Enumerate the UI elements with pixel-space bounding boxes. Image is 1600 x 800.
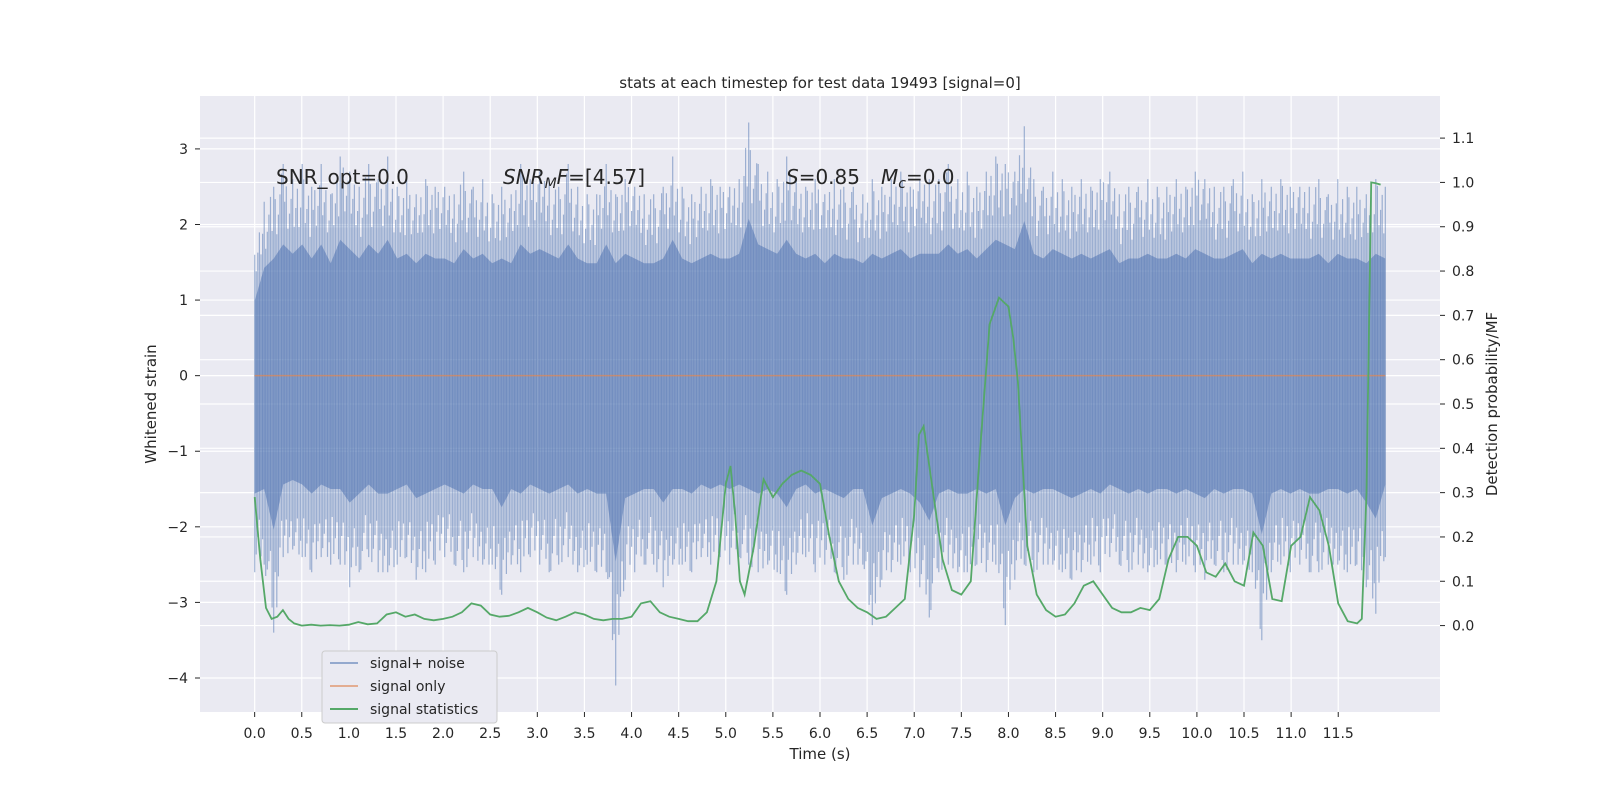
x-tick-label: 1.0 <box>338 726 360 742</box>
x-tick-label: 2.5 <box>479 726 501 742</box>
legend: signal+ noise signal only signal statist… <box>321 650 498 724</box>
x-tick-label: 7.5 <box>950 726 972 742</box>
legend-label-stats: signal statistics <box>370 702 478 718</box>
y-right-tick-label: 0.4 <box>1452 441 1474 457</box>
y-right-tick-label: 0.2 <box>1452 530 1474 546</box>
legend-label-signal: signal only <box>370 679 445 695</box>
y-right-tick-label: 0.6 <box>1452 353 1474 369</box>
x-tick-label: 3.5 <box>573 726 595 742</box>
x-tick-label: 10.0 <box>1181 726 1212 742</box>
x-tick-label: 9.5 <box>1139 726 1161 742</box>
y-right-tick-label: 0.0 <box>1452 619 1474 635</box>
y-tick-label: −2 <box>167 520 188 536</box>
y-tick-label: 1 <box>179 293 188 309</box>
x-tick-label: 0.5 <box>291 726 313 742</box>
x-tick-label: 2.0 <box>432 726 454 742</box>
y-tick-label: 0 <box>179 369 188 385</box>
annotation-snr-mf: SNRMF=[4.57] <box>503 165 645 192</box>
y-right-tick-label: 0.3 <box>1452 486 1474 502</box>
legend-label-noise: signal+ noise <box>370 656 465 672</box>
signal-statistics-line <box>253 181 1381 627</box>
annotation-snr-opt: SNR_opt=0.0 <box>276 165 409 189</box>
x-tick-label: 4.5 <box>668 726 690 742</box>
y-axis-ticks: −4 −3 −2 −1 0 1 2 3 <box>167 142 200 687</box>
y-right-axis-label: Detection probability/MF <box>1483 312 1501 496</box>
y-tick-label: −3 <box>167 595 188 611</box>
x-tick-label: 5.0 <box>715 726 737 742</box>
x-axis-label: Time (s) <box>789 745 851 763</box>
y-right-tick-label: 0.7 <box>1452 308 1474 324</box>
y-right-tick-label: 0.5 <box>1452 397 1474 413</box>
x-tick-label: 9.0 <box>1092 726 1114 742</box>
y-right-tick-label: 1.1 <box>1452 131 1474 147</box>
y-right-tick-label: 1.0 <box>1452 175 1474 191</box>
x-axis-ticks: 0.0 0.5 1.0 1.5 2.0 2.5 3.0 3.5 4.0 4.5 5.0 5.5 6.0 6… <box>244 712 1354 742</box>
y-right-tick-label: 0.1 <box>1452 574 1474 590</box>
y-right-tick-label: 0.9 <box>1452 220 1474 236</box>
y-tick-label: 2 <box>179 217 188 233</box>
plot-content <box>253 122 1386 686</box>
y-axis-label: Whitened strain <box>142 344 160 463</box>
x-tick-label: 11.0 <box>1276 726 1307 742</box>
legend-box <box>321 650 498 724</box>
y-tick-label: −4 <box>167 671 188 687</box>
chart-title: stats at each timestep for test data 194… <box>619 74 1020 92</box>
x-tick-label: 11.5 <box>1323 726 1354 742</box>
x-tick-label: 3.0 <box>526 726 548 742</box>
x-tick-label: 6.5 <box>856 726 878 742</box>
y-tick-label: −1 <box>167 444 188 460</box>
x-tick-label: 0.0 <box>244 726 266 742</box>
annotation-mc: Mc=0.0 <box>881 165 955 192</box>
y-right-tick-label: 0.8 <box>1452 264 1474 280</box>
x-tick-label: 7.0 <box>903 726 925 742</box>
y-right-axis-ticks: 0.0 0.1 0.2 0.3 0.4 0.5 0.6 0.7 0.8 0.9 1.0 1.1 <box>1440 131 1474 635</box>
x-tick-label: 10.5 <box>1228 726 1259 742</box>
signal-noise-spikes <box>254 122 1386 686</box>
x-tick-label: 8.5 <box>1044 726 1066 742</box>
x-tick-label: 1.5 <box>385 726 407 742</box>
x-tick-label: 6.0 <box>809 726 831 742</box>
annotation-s-stat: S=0.85 <box>786 165 860 189</box>
y-tick-label: 3 <box>179 142 188 158</box>
x-tick-label: 8.0 <box>997 726 1019 742</box>
x-tick-label: 4.0 <box>620 726 642 742</box>
x-tick-label: 5.5 <box>762 726 784 742</box>
